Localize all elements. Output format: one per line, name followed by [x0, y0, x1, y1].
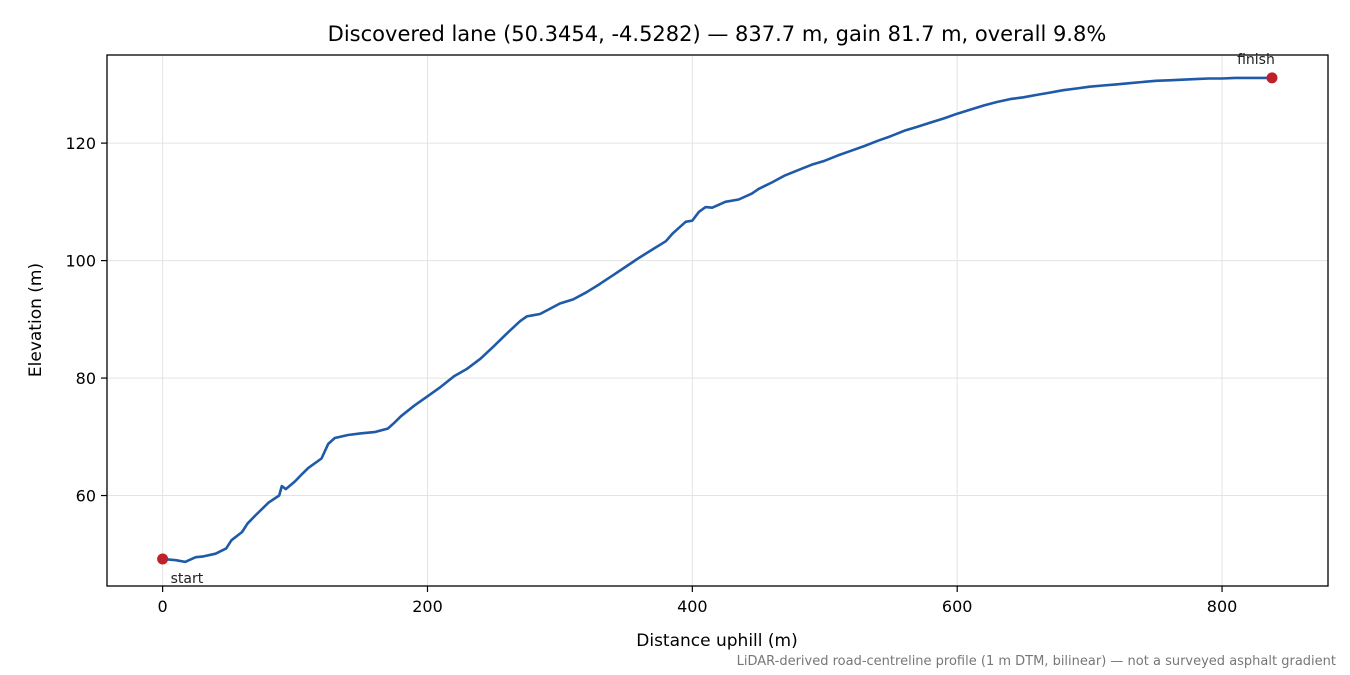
chart-title: Discovered lane (50.3454, -4.5282) — 837… — [328, 22, 1107, 46]
x-tick-label: 200 — [412, 597, 443, 616]
footnote: LiDAR-derived road-centreline profile (1… — [737, 654, 1336, 669]
y-tick-label: 100 — [65, 252, 96, 271]
x-tick-label: 0 — [158, 597, 168, 616]
finish-marker — [1266, 72, 1278, 84]
x-axis-label: Distance uphill (m) — [636, 631, 797, 651]
elevation-line — [162, 76, 1272, 564]
finish-label: finish — [1237, 52, 1275, 68]
endpoint-markers: start finish — [157, 52, 1278, 587]
plot-frame — [106, 54, 1329, 587]
y-tick-label: 80 — [76, 369, 96, 388]
y-tick-label: 120 — [65, 134, 96, 153]
start-label: start — [171, 571, 204, 587]
y-tick-label: 60 — [76, 487, 96, 506]
start-marker — [157, 553, 169, 565]
series-layer — [162, 76, 1272, 564]
axis-ticks: 0 200 400 600 800 60 80 100 120 — [65, 134, 1237, 616]
y-axis-label: Elevation (m) — [26, 263, 46, 377]
x-tick-label: 400 — [677, 597, 708, 616]
grid-lines — [107, 55, 1328, 586]
x-tick-label: 800 — [1207, 597, 1238, 616]
x-tick-label: 600 — [942, 597, 973, 616]
